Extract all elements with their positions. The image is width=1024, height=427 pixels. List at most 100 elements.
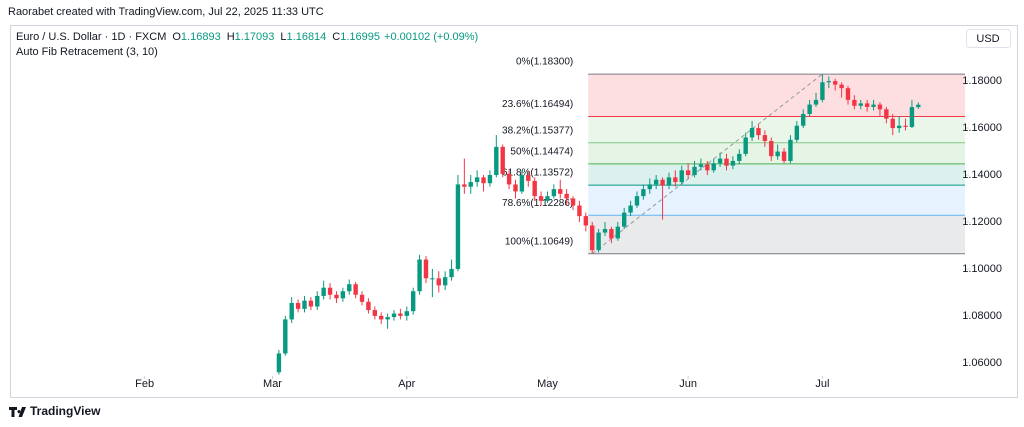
candle-body — [327, 287, 333, 295]
candle-body — [884, 109, 889, 119]
candle-body — [455, 184, 461, 269]
candle-body — [283, 319, 288, 354]
chart-frame — [10, 25, 1018, 398]
candle-body — [583, 216, 589, 226]
candle-body — [564, 193, 569, 199]
candle-body — [788, 139, 793, 161]
y-tick-label: 1.10000 — [962, 263, 1002, 275]
logo-mark — [9, 407, 26, 417]
legend-part: 1.16995 — [340, 31, 380, 43]
candle-body — [417, 259, 422, 292]
candle-body — [634, 196, 640, 206]
candle-body — [820, 82, 825, 100]
candle-body — [519, 175, 525, 192]
y-tick-label: 1.06000 — [962, 357, 1002, 369]
fib-zone — [588, 163, 965, 186]
candle-body — [545, 196, 550, 201]
fib-label: 50%(1.14474) — [510, 147, 573, 158]
candle-body — [474, 177, 480, 183]
candle-body — [621, 212, 627, 227]
y-tick-label: 1.08000 — [962, 310, 1002, 322]
candle-body — [494, 146, 499, 176]
candle-body — [398, 313, 403, 316]
candle-body — [506, 173, 512, 185]
candle-body — [321, 287, 326, 296]
candle-body — [711, 163, 716, 171]
legend-part: L — [280, 31, 286, 43]
legend-part: +0.00102 (+0.09%) — [384, 31, 478, 43]
candle-body — [468, 182, 473, 187]
currency[interactable]: USD — [976, 33, 999, 45]
candle-body — [737, 153, 742, 161]
candle-body — [391, 313, 397, 318]
candle-body — [839, 84, 844, 89]
candle-body — [749, 128, 755, 138]
currency-button[interactable] — [966, 29, 1011, 48]
candle-body — [353, 284, 358, 295]
candle-body — [852, 99, 857, 106]
y-tick-label: 1.18000 — [962, 75, 1002, 87]
candle-body — [724, 158, 729, 166]
candle-body — [558, 189, 563, 194]
fib-zone — [588, 185, 965, 216]
candle-body — [692, 166, 697, 176]
candle-body — [308, 300, 314, 307]
candle-body — [685, 170, 691, 176]
legend-part: O — [172, 31, 181, 43]
candle-body — [698, 164, 704, 167]
candle-body — [430, 278, 435, 280]
fib-label: 0%(1.18300) — [516, 57, 573, 68]
candle-body — [513, 184, 518, 192]
candle-body — [315, 295, 320, 307]
candle-body — [903, 125, 908, 127]
candle-body — [436, 278, 441, 286]
candle-body — [570, 198, 576, 206]
brand-logo: TradingView — [9, 404, 101, 418]
candle-body — [890, 118, 895, 129]
candle-body — [864, 103, 870, 107]
fib-label: 38.2%(1.15377) — [502, 125, 573, 136]
legend-part: C — [332, 31, 340, 43]
plot-area: 1.06000 1.08000 1.10000 1.12000 1.14000 1.160… — [135, 57, 1002, 390]
candle-body — [769, 140, 774, 157]
candle-body — [340, 291, 346, 299]
candle-body — [794, 125, 800, 140]
candle-body — [602, 229, 608, 233]
candle-body — [743, 137, 748, 154]
candle-body — [845, 88, 851, 100]
candle-body — [807, 104, 812, 114]
candle-body — [666, 177, 672, 186]
candle-body — [379, 315, 384, 320]
candle-body — [679, 170, 684, 183]
x-tick-label: Mar — [263, 378, 282, 390]
fib-zone — [588, 116, 965, 143]
candle-body — [410, 291, 416, 312]
x-tick-label: Feb — [135, 378, 154, 390]
candle-body — [730, 160, 736, 166]
candle-body — [756, 128, 761, 136]
fib-zone — [588, 215, 965, 254]
candle-body — [590, 225, 595, 251]
candle-body — [289, 302, 294, 320]
candle-body — [276, 353, 282, 373]
candle-body — [577, 205, 582, 217]
fib-label: 78.6%(1.12286) — [502, 198, 573, 209]
fib-label: 23.6%(1.16494) — [502, 99, 573, 110]
candle-body — [916, 104, 921, 108]
credit: Raorabet created with TradingView.com, J… — [8, 6, 324, 18]
candle-body — [596, 232, 601, 251]
legend-part: 1.17093 — [235, 31, 275, 43]
candle-body — [500, 146, 505, 174]
candle-body — [295, 302, 301, 309]
candle-body — [673, 177, 678, 183]
x-tick-label: Apr — [398, 378, 415, 390]
y-tick-label: 1.12000 — [962, 216, 1002, 228]
candle-body — [871, 104, 876, 107]
candle-body — [366, 301, 371, 311]
x-tick-label: May — [537, 378, 558, 390]
candle-body — [653, 179, 659, 185]
candle-body — [717, 158, 723, 164]
legend-part: Euro / U.S. Dollar · 1D · FXCM — [16, 31, 166, 43]
